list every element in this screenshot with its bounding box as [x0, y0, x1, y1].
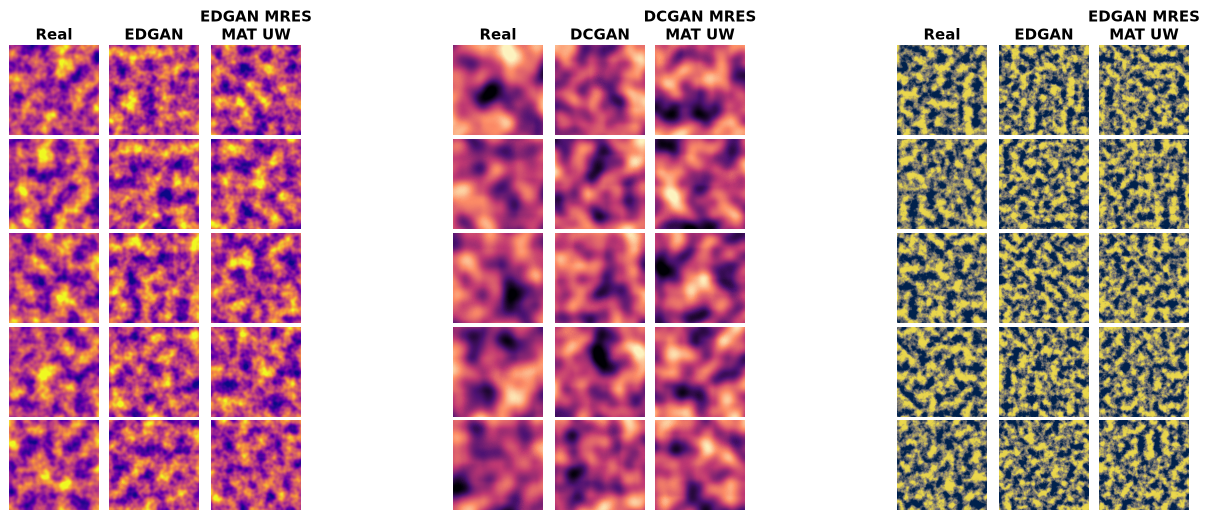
sample-image	[109, 45, 199, 135]
column-header: DCGAN	[570, 26, 630, 44]
column-header: EDGAN	[124, 26, 183, 44]
sample-image	[555, 420, 645, 510]
sample-image	[211, 139, 301, 229]
sample-image	[109, 139, 199, 229]
column-header: Real	[480, 26, 517, 44]
sample-image	[1099, 45, 1189, 135]
sample-image	[453, 45, 543, 135]
sample-image	[211, 45, 301, 135]
sample-image	[9, 327, 99, 417]
sample-image	[453, 420, 543, 510]
sample-image	[1099, 420, 1189, 510]
sample-image	[897, 327, 987, 417]
sample-image	[211, 233, 301, 323]
sample-image	[9, 233, 99, 323]
column-header: Real	[924, 26, 961, 44]
column-header: MAT UW	[665, 26, 735, 44]
sample-image	[555, 139, 645, 229]
sample-image	[9, 45, 99, 135]
sample-image	[555, 45, 645, 135]
sample-image	[453, 139, 543, 229]
sample-image	[453, 233, 543, 323]
sample-image	[109, 327, 199, 417]
sample-image	[655, 45, 745, 135]
sample-image	[1099, 139, 1189, 229]
column-header: EDGAN	[1014, 26, 1073, 44]
sample-image	[897, 420, 987, 510]
sample-image	[999, 139, 1089, 229]
sample-image	[555, 327, 645, 417]
sample-image	[9, 420, 99, 510]
sample-image	[655, 139, 745, 229]
sample-image	[555, 233, 645, 323]
sample-image	[1099, 327, 1189, 417]
sample-image	[999, 327, 1089, 417]
sample-image	[211, 420, 301, 510]
sample-image	[655, 327, 745, 417]
sample-image	[897, 233, 987, 323]
sample-image	[453, 327, 543, 417]
column-header: EDGAN MRES	[200, 8, 312, 26]
column-header: MAT UW	[1109, 26, 1179, 44]
sample-image	[999, 420, 1089, 510]
sample-image	[211, 327, 301, 417]
sample-image	[9, 139, 99, 229]
sample-image	[109, 233, 199, 323]
sample-image	[655, 420, 745, 510]
sample-image	[1099, 233, 1189, 323]
column-header: MAT UW	[221, 26, 291, 44]
sample-image	[999, 45, 1089, 135]
figure: RealEDGANEDGAN MRESMAT UWRealDCGANDCGAN …	[0, 0, 1205, 512]
column-header: Real	[36, 26, 73, 44]
column-header: DCGAN MRES	[644, 8, 757, 26]
sample-image	[655, 233, 745, 323]
sample-image	[897, 45, 987, 135]
sample-image	[109, 420, 199, 510]
page: {"panels": [ {"columns": [{"lines": ["Re…	[0, 0, 1205, 512]
column-header: EDGAN MRES	[1088, 8, 1200, 26]
sample-image	[897, 139, 987, 229]
sample-image	[999, 233, 1089, 323]
